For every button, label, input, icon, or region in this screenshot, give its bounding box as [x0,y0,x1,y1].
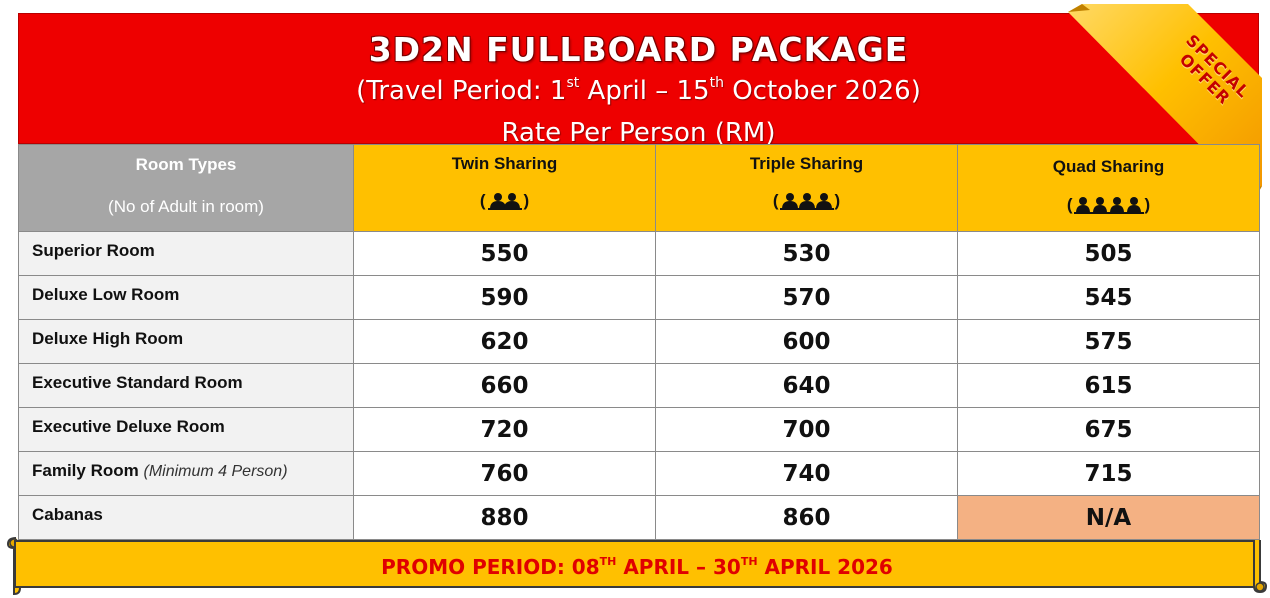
scroll-right-end-icon [1253,540,1268,594]
twin-price: 660 [353,363,656,408]
adults-in-room-label: (No of Adult in room) [108,197,264,216]
twin-price: 590 [353,275,656,320]
four-people-icon [1073,197,1144,214]
promo-ordinal-1: TH [599,555,617,568]
package-title: 3D2N FULLBOARD PACKAGE [368,30,909,69]
table-row: Deluxe High Room 620 600 575 [18,319,1260,364]
promo-prefix: PROMO PERIOD: 08 [381,555,600,579]
table-row: Deluxe Low Room 590 570 545 [18,275,1260,320]
room-name: Cabanas [18,495,354,540]
triple-price: 570 [655,275,958,320]
room-name: Family Room [32,461,139,480]
table-row: Executive Deluxe Room 720 700 675 [18,407,1260,452]
room-name: Superior Room [18,231,354,276]
room-note: (Minimum 4 Person) [143,463,288,480]
twin-price: 880 [353,495,656,540]
twin-price: 720 [353,407,656,452]
room-name: Executive Standard Room [18,363,354,408]
twin-price: 760 [353,451,656,496]
quad-people: ( ) [1066,195,1151,214]
travel-period-ordinal-1: st [566,75,580,91]
quad-price: 615 [957,363,1260,408]
twin-people: ( ) [479,191,530,210]
triple-price: 860 [655,495,958,540]
twin-sharing-label: Twin Sharing [451,154,558,173]
quad-price: 715 [957,451,1260,496]
quad-price: 675 [957,407,1260,452]
promo-bar: PROMO PERIOD: 08TH APRIL – 30TH APRIL 20… [14,540,1260,588]
triple-price: 740 [655,451,958,496]
twin-price: 550 [353,231,656,276]
rates-table: Room Types (No of Adult in room) Twin Sh… [18,144,1260,540]
quad-sharing-header: Quad Sharing ( ) [957,144,1260,232]
rate-per-person: Rate Per Person (RM) [501,118,776,148]
room-types-header: Room Types (No of Adult in room) [18,144,354,232]
quad-price: 545 [957,275,1260,320]
table-row: Superior Room 550 530 505 [18,231,1260,276]
triple-people: ( ) [772,191,841,210]
table-row: Cabanas 880 860 N/A [18,495,1260,540]
room-types-label: Room Types [135,155,237,174]
table-row: Family Room (Minimum 4 Person) 760 740 7… [18,451,1260,496]
room-name-cell: Family Room (Minimum 4 Person) [18,451,354,496]
three-people-icon [779,193,834,210]
triple-price: 600 [655,319,958,364]
travel-period-prefix: (Travel Period: 1 [356,76,567,106]
table-header-row: Room Types (No of Adult in room) Twin Sh… [18,144,1260,232]
quad-price-na: N/A [957,495,1260,540]
room-name: Deluxe High Room [18,319,354,364]
travel-period-ordinal-2: th [709,75,724,91]
quad-sharing-label: Quad Sharing [1052,157,1165,176]
twin-sharing-header: Twin Sharing ( ) [353,144,656,232]
twin-price: 620 [353,319,656,364]
triple-sharing-header: Triple Sharing ( ) [655,144,958,232]
travel-period-mid: April – 15 [579,76,710,106]
promo-banner: PROMO PERIOD: 08TH APRIL – 30TH APRIL 20… [6,536,1268,596]
promo-suffix: APRIL 2026 [757,555,893,579]
two-people-icon [487,193,522,210]
room-name: Executive Deluxe Room [18,407,354,452]
table-row: Executive Standard Room 660 640 615 [18,363,1260,408]
travel-period-suffix: October 2026) [723,76,921,106]
triple-price: 700 [655,407,958,452]
promo-period-text: PROMO PERIOD: 08TH APRIL – 30TH APRIL 20… [16,555,1258,579]
promo-mid: APRIL – 30 [616,555,741,579]
travel-period: (Travel Period: 1st April – 15th October… [19,76,1258,106]
package-header: 3D2N FULLBOARD PACKAGE (Travel Period: 1… [18,13,1259,148]
room-name: Deluxe Low Room [18,275,354,320]
triple-price: 640 [655,363,958,408]
quad-price: 505 [957,231,1260,276]
promo-ordinal-2: TH [740,555,758,568]
triple-price: 530 [655,231,958,276]
triple-sharing-label: Triple Sharing [749,154,864,173]
quad-price: 575 [957,319,1260,364]
